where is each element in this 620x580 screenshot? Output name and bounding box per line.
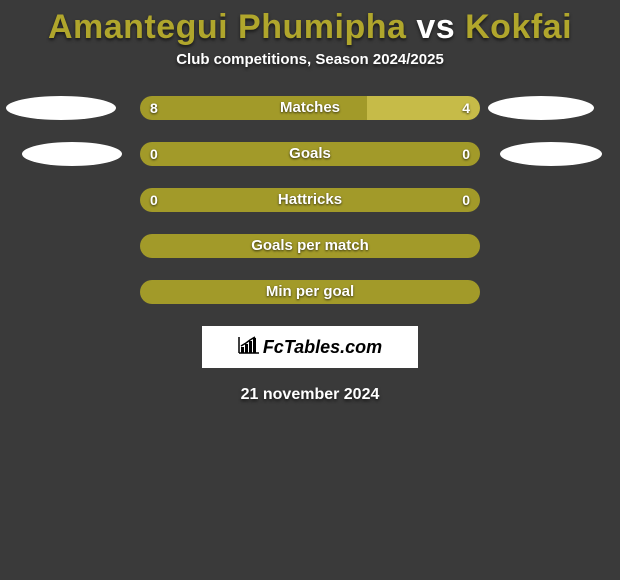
stat-row: Goals per match <box>0 234 620 258</box>
player2-name: Kokfai <box>465 8 572 46</box>
logo-chart-icon <box>238 336 260 359</box>
stat-value-left: 0 <box>150 142 158 166</box>
stat-label: Hattricks <box>140 188 480 212</box>
fctables-logo: FcTables.com <box>202 326 418 368</box>
stat-row: Goals0 0 <box>0 142 620 166</box>
stat-value-right: 4 <box>462 96 470 120</box>
stat-label: Matches <box>140 96 480 120</box>
stat-label: Min per goal <box>140 280 480 304</box>
stat-row: Min per goal <box>0 280 620 304</box>
stat-row: Matches8 4 <box>0 96 620 120</box>
vs-text: vs <box>416 8 465 46</box>
stat-label: Goals per match <box>140 234 480 258</box>
stat-value-left: 0 <box>150 188 158 212</box>
comparison-infographic: Amantegui Phumipha vs Kokfai Club compet… <box>0 0 620 404</box>
stat-value-right: 0 <box>462 188 470 212</box>
stat-rows: Matches84Goals00Hattricks00Goals per mat… <box>0 96 620 304</box>
stat-value-right: 0 <box>462 142 470 166</box>
stat-value-left: 8 <box>150 96 158 120</box>
stat-label: Goals <box>140 142 480 166</box>
snapshot-date: 21 november 2024 <box>0 386 620 404</box>
page-title: Amantegui Phumipha vs Kokfai <box>0 0 620 51</box>
stat-row: Hattricks0 0 <box>0 188 620 212</box>
player1-name: Amantegui Phumipha <box>48 8 406 46</box>
subtitle: Club competitions, Season 2024/2025 <box>0 51 620 96</box>
logo-text: FcTables.com <box>263 337 382 358</box>
